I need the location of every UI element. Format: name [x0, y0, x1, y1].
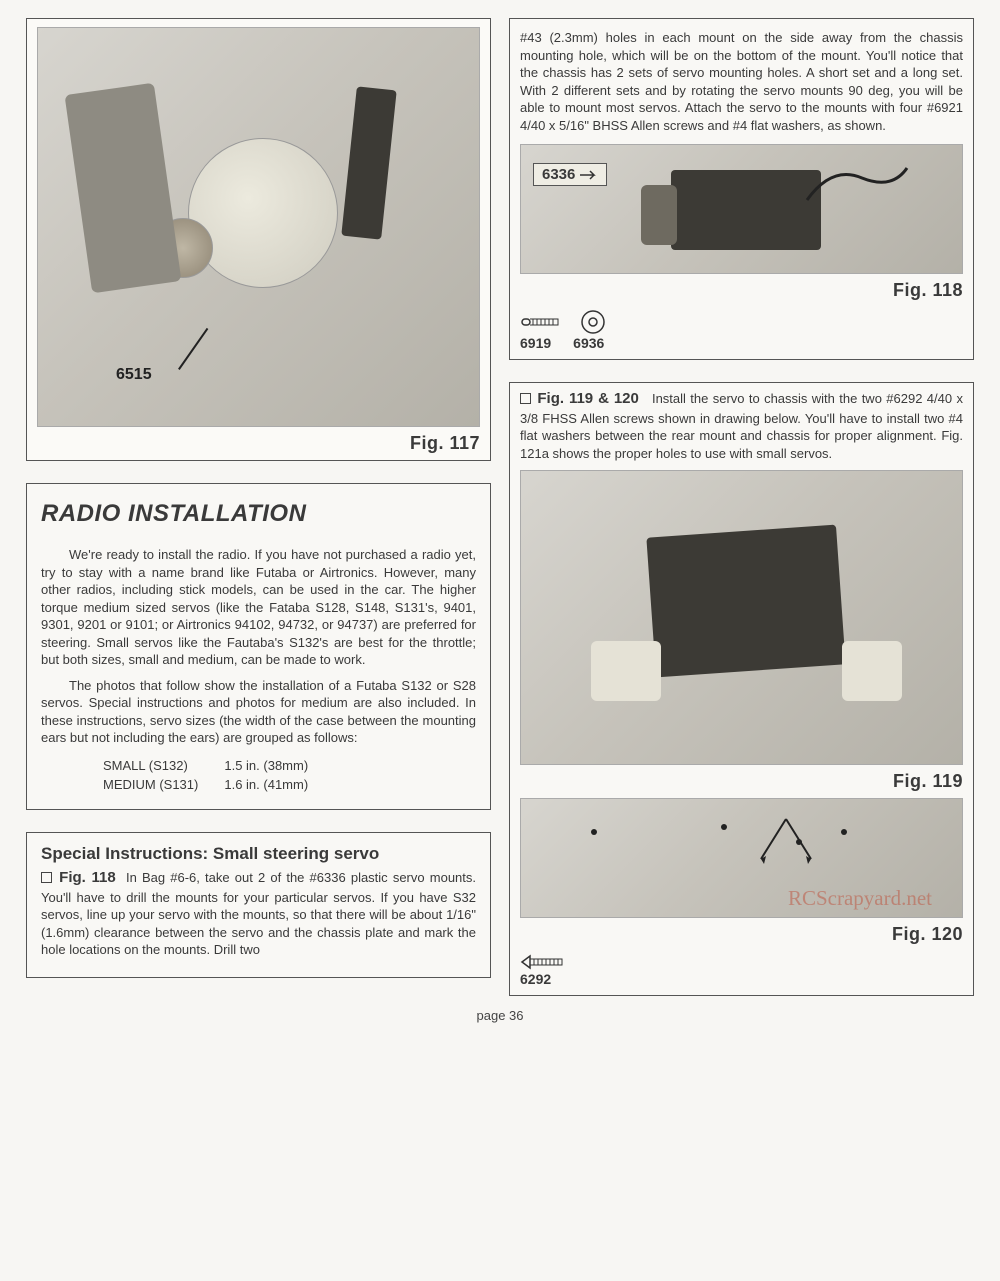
figure-117-box: 6515 Fig. 117: [26, 18, 491, 461]
right-top-text: #43 (2.3mm) holes in each mount on the s…: [520, 29, 963, 134]
wire-icon: [802, 160, 912, 210]
fig-118-parts-labels: 6919 6936: [520, 335, 963, 351]
radio-p1: We're ready to install the radio. If you…: [41, 546, 476, 669]
page-number: page 36: [26, 1008, 974, 1023]
special-instructions-body: Fig. 118 In Bag #6-6, take out 2 of the …: [41, 868, 476, 958]
fig-118-parts-row: [520, 309, 963, 335]
radio-p1-text: We're ready to install the radio. If you…: [41, 547, 476, 667]
servo-medium-size: 1.6 in. (41mm): [224, 776, 332, 793]
special-instructions-panel: Special Instructions: Small steering ser…: [26, 832, 491, 978]
servo-small-size: 1.5 in. (38mm): [224, 757, 332, 774]
fig-118-ref: Fig. 118: [59, 869, 116, 886]
servo-size-table: SMALL (S132) 1.5 in. (38mm) MEDIUM (S131…: [101, 755, 334, 795]
figure-117-label: Fig. 117: [37, 433, 480, 454]
radio-installation-panel: RADIO INSTALLATION We're ready to instal…: [26, 483, 491, 810]
figure-119-photo: [520, 470, 963, 765]
arrow-right-icon: [580, 170, 598, 180]
fig-119-120-intro: Fig. 119 & 120 Install the servo to chas…: [520, 389, 963, 462]
part-6919-label: 6919: [520, 335, 551, 351]
figure-120-photo: RCScrapyard.net: [520, 798, 963, 918]
checkbox-icon: [41, 872, 52, 883]
callout-6336: 6336: [542, 166, 575, 183]
fig-120-parts-row: [520, 953, 963, 971]
figure-119-label: Fig. 119: [520, 771, 963, 792]
radio-p2: The photos that follow show the installa…: [41, 677, 476, 747]
arrow-down-icon: [756, 814, 836, 874]
figure-118-label: Fig. 118: [520, 280, 963, 301]
fig-119-120-ref: Fig. 119 & 120: [537, 390, 638, 407]
checkbox-icon: [520, 393, 531, 404]
screw-icon-6919: [520, 313, 566, 331]
callout-6515: 6515: [116, 366, 152, 384]
radio-p2-text: The photos that follow show the installa…: [41, 678, 476, 746]
part-6292-label: 6292: [520, 971, 551, 987]
part-6936-label: 6936: [573, 335, 604, 351]
right-top-panel: #43 (2.3mm) holes in each mount on the s…: [509, 18, 974, 360]
watermark-text: RCScrapyard.net: [788, 886, 932, 911]
servo-medium-label: MEDIUM (S131): [103, 776, 222, 793]
figure-118-photo: 6336: [520, 144, 963, 274]
special-instructions-title: Special Instructions: Small steering ser…: [41, 843, 476, 864]
figure-117-photo: 6515: [37, 27, 480, 427]
servo-small-label: SMALL (S132): [103, 757, 222, 774]
screw-icon-6292: [520, 953, 570, 971]
fig-120-parts-labels: 6292: [520, 971, 963, 987]
washer-icon-6936: [580, 309, 606, 335]
radio-installation-title: RADIO INSTALLATION: [41, 500, 476, 528]
figure-120-label: Fig. 120: [520, 924, 963, 945]
fig-119-120-panel: Fig. 119 & 120 Install the servo to chas…: [509, 382, 974, 996]
